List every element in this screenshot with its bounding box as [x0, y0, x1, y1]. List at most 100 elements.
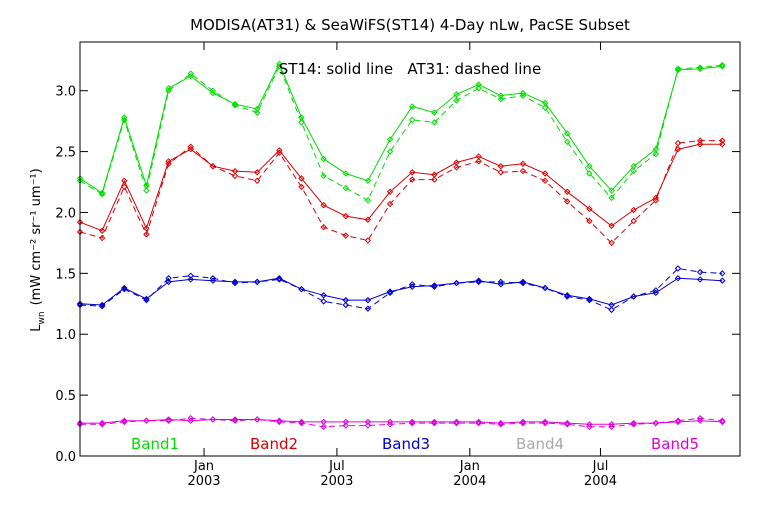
- band2-dashed-point: [453, 164, 460, 171]
- y-tick-label: 2.5: [55, 146, 76, 161]
- band2-solid-point: [253, 169, 261, 176]
- band5-solid-point: [276, 417, 283, 424]
- band1-dashed-point: [475, 85, 482, 92]
- band5-dashed-point: [674, 417, 682, 424]
- band1-dashed-point: [386, 148, 394, 155]
- band1-solid-point: [364, 177, 372, 185]
- band1-solid-point: [320, 155, 327, 163]
- x-tick-year: 2004: [453, 474, 486, 489]
- band3-dashed-point: [608, 306, 615, 314]
- band1-dashed-point: [719, 61, 726, 69]
- x-tick-month: Jul: [328, 459, 345, 474]
- band1-solid-point: [608, 187, 615, 194]
- band3-solid-line: [79, 277, 723, 306]
- band1-solid-point: [475, 81, 482, 88]
- band2-dashed-point: [541, 177, 549, 185]
- band5-solid-point: [453, 418, 460, 426]
- band5-dashed-point: [320, 423, 327, 430]
- band1-dashed-point: [696, 64, 704, 71]
- band1-dashed-point: [564, 138, 571, 146]
- band5-dashed-point: [608, 423, 615, 430]
- band5-solid-point: [298, 418, 305, 426]
- band2-solid-point: [409, 169, 416, 176]
- band1-solid-point: [209, 89, 217, 97]
- band5-dashed-line: [80, 417, 723, 428]
- band5-dashed-point: [165, 417, 172, 424]
- band1-solid-point: [431, 109, 438, 116]
- band1-dashed-point: [652, 150, 660, 158]
- band1-solid-point: [564, 130, 571, 137]
- band2-dashed-point: [475, 158, 482, 165]
- band5-dashed-point: [696, 415, 704, 422]
- y-axis-label-sub: wn: [37, 311, 47, 324]
- band3-solid-point: [98, 301, 106, 309]
- band2-dashed-point: [630, 217, 637, 225]
- chart-title: MODISA(AT31) & SeaWiFS(ST14) 4-Day nLw, …: [190, 16, 630, 34]
- band1-dashed-point: [409, 116, 416, 124]
- band5-dashed-point: [564, 421, 571, 428]
- band5-dashed-point: [386, 421, 394, 428]
- x-tick-year: 2003: [320, 474, 353, 489]
- band1-dashed-point: [364, 197, 372, 204]
- y-tick-label: 0.5: [55, 389, 76, 404]
- band2-dashed-point: [696, 137, 704, 144]
- legend-band2: Band2: [250, 435, 298, 453]
- band5-dashed-point: [431, 419, 438, 427]
- band3-dashed-point: [121, 285, 128, 293]
- band1-dashed-point: [276, 63, 283, 70]
- band1-dashed-point: [519, 92, 527, 99]
- band3-dashed-point: [298, 285, 305, 293]
- band5-solid-point: [564, 419, 571, 427]
- band5-dashed-point: [253, 416, 261, 423]
- band2-solid-point: [541, 170, 549, 177]
- band3-dashed-point: [719, 270, 726, 277]
- band1-dashed-point: [320, 172, 327, 180]
- band5-dashed-point: [98, 421, 106, 428]
- band2-solid-point: [519, 160, 527, 167]
- band5-solid-point: [364, 418, 372, 426]
- band3-dashed-point: [586, 296, 593, 304]
- band3-dashed-line: [79, 267, 723, 311]
- x-tick-year: 2003: [187, 474, 220, 489]
- band3-dashed-point: [696, 268, 704, 276]
- band1-dashed-point: [431, 119, 438, 126]
- band2-dashed-point: [298, 183, 305, 191]
- band3-dashed-point: [564, 293, 571, 300]
- band5-dashed-point: [409, 419, 416, 427]
- band1-solid-point: [342, 170, 349, 177]
- band1-dashed-point: [165, 87, 172, 94]
- band5-dashed-point: [276, 418, 283, 426]
- plot-frame: [79, 41, 741, 457]
- legend-band5: Band5: [651, 435, 699, 453]
- band1-dashed-point: [497, 96, 505, 103]
- band3-solid-point: [187, 276, 194, 283]
- band5-dashed-point: [475, 419, 482, 427]
- band1-dashed-point: [453, 97, 460, 104]
- band3-solid-point: [320, 292, 327, 299]
- band3-dashed-point: [320, 298, 327, 305]
- band1-dashed-point: [674, 65, 682, 72]
- legend-band1: Band1: [131, 435, 179, 453]
- band2-dashed-point: [121, 183, 128, 191]
- band5-dashed-point: [586, 423, 593, 430]
- y-tick-label: 1.0: [55, 328, 76, 343]
- band2-dashed-point: [187, 143, 194, 150]
- band2-dashed-point: [276, 149, 283, 157]
- band3-solid-point: [165, 278, 172, 286]
- band5-solid-point: [121, 417, 128, 424]
- band5-solid-point: [98, 419, 106, 427]
- band1-dashed-line: [79, 64, 723, 201]
- band5-dashed-point: [209, 416, 217, 423]
- band3-dashed-point: [519, 279, 527, 287]
- band1-dashed-point: [121, 116, 128, 124]
- y-tick-label: 1.5: [55, 267, 76, 282]
- band3-solid-point: [386, 288, 394, 295]
- band2-solid-point: [630, 206, 637, 214]
- svg-text:Lwn(mW cm⁻² sr⁻¹ um⁻¹): Lwn (mW cm⁻² sr⁻¹ um⁻¹): [29, 168, 47, 331]
- band5-solid-point: [541, 418, 549, 426]
- band2-dashed-point: [342, 232, 349, 239]
- band3-dashed-point: [143, 296, 150, 304]
- band2-dashed-point: [652, 197, 660, 204]
